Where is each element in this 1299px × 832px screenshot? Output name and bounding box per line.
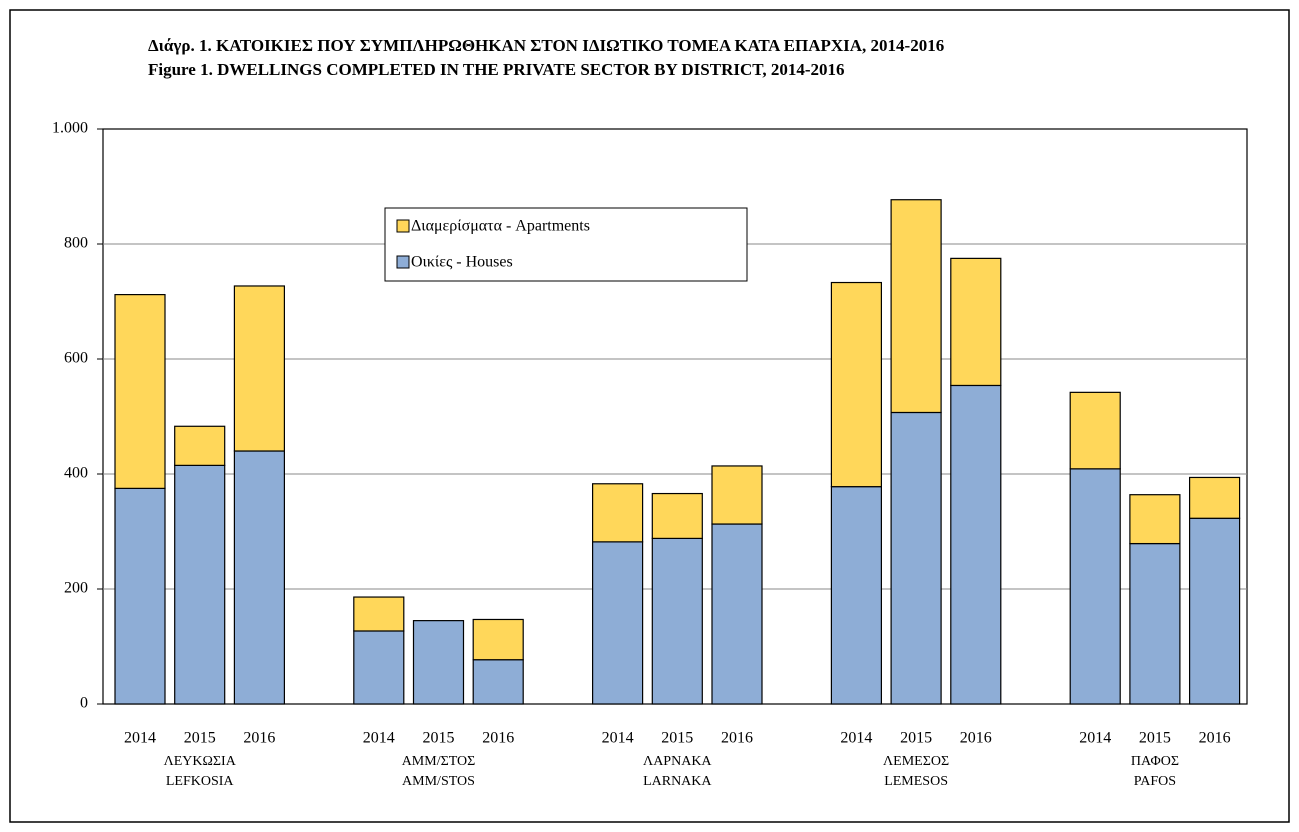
group-label: ΛΕΜΕΣΟΣ (883, 754, 949, 769)
bar-segment (174, 464, 226, 705)
x-tick-label: 2016 (721, 730, 753, 747)
x-tick-label: 2016 (482, 730, 514, 747)
x-tick-label: 2015 (1139, 730, 1171, 747)
bar-segment (950, 257, 1002, 387)
bar-segment (890, 199, 942, 414)
group-label: LARNAKA (643, 774, 712, 789)
group-label: ΛΑΡΝΑΚΑ (643, 754, 712, 769)
x-tick-label: 2014 (602, 730, 634, 747)
bar-segment (711, 523, 763, 705)
group-label: ΛΕΥΚΩΣΙΑ (164, 754, 237, 769)
legend-label: Διαμερίσματα - Apartments (411, 218, 590, 235)
bar-segment (950, 384, 1002, 705)
bar-segment (890, 411, 942, 705)
y-tick-label: 1.000 (52, 120, 88, 137)
group-label: AMM/STOS (402, 774, 475, 789)
bar-segment (651, 492, 703, 539)
bar-segment (472, 659, 524, 705)
bar-segment (174, 425, 226, 466)
x-tick-label: 2016 (243, 730, 275, 747)
x-tick-label: 2014 (840, 730, 872, 747)
x-tick-label: 2016 (960, 730, 992, 747)
y-tick-label: 600 (64, 350, 88, 367)
y-tick-label: 800 (64, 235, 88, 252)
bar-segment (1069, 391, 1121, 470)
bar-segment (472, 618, 524, 661)
bar-segment (233, 285, 285, 452)
legend-swatch (396, 255, 410, 269)
x-tick-label: 2014 (363, 730, 395, 747)
bar-segment (830, 486, 883, 705)
x-tick-label: 2015 (661, 730, 693, 747)
bar-segment (233, 450, 285, 705)
chart-subtitle: Figure 1. DWELLINGS COMPLETED IN THE PRI… (148, 60, 845, 79)
x-tick-label: 2015 (423, 730, 455, 747)
y-tick-label: 200 (64, 580, 88, 597)
x-tick-label: 2015 (900, 730, 932, 747)
legend (384, 207, 748, 282)
bar-segment (353, 630, 405, 705)
bar-segment (1129, 542, 1181, 705)
bar-segment (1069, 468, 1121, 705)
bar-segment (651, 537, 703, 705)
group-label: LEFKOSIA (166, 774, 235, 789)
x-tick-label: 2015 (184, 730, 216, 747)
x-tick-label: 2016 (1199, 730, 1231, 747)
bar-segment (591, 483, 644, 543)
bar-segment (711, 465, 763, 525)
legend-label: Οικίες - Houses (411, 254, 513, 271)
bar-segment (412, 620, 465, 705)
bar-segment (1188, 517, 1241, 705)
bar-segment (114, 487, 166, 705)
bar-segment (1188, 476, 1241, 519)
group-label: ΑΜΜ/ΣΤΟΣ (402, 754, 476, 769)
chart-title: Διάγρ. 1. ΚΑΤΟΙΚΙΕΣ ΠΟΥ ΣΥΜΠΛΗΡΩΘΗΚΑΝ ΣΤ… (148, 36, 944, 55)
group-label: ΠΑΦΟΣ (1131, 754, 1179, 769)
group-label: LEMESOS (884, 774, 948, 789)
x-tick-label: 2014 (1079, 730, 1111, 747)
bar-segment (114, 294, 166, 489)
y-tick-label: 400 (64, 465, 88, 482)
bar-segment (1129, 494, 1181, 545)
bar-segment (830, 281, 883, 488)
bar-segment (353, 596, 405, 632)
bar-segment (591, 541, 644, 705)
x-tick-label: 2014 (124, 730, 156, 747)
legend-swatch (396, 219, 410, 233)
y-tick-label: 0 (80, 695, 88, 712)
group-label: PAFOS (1134, 774, 1176, 789)
